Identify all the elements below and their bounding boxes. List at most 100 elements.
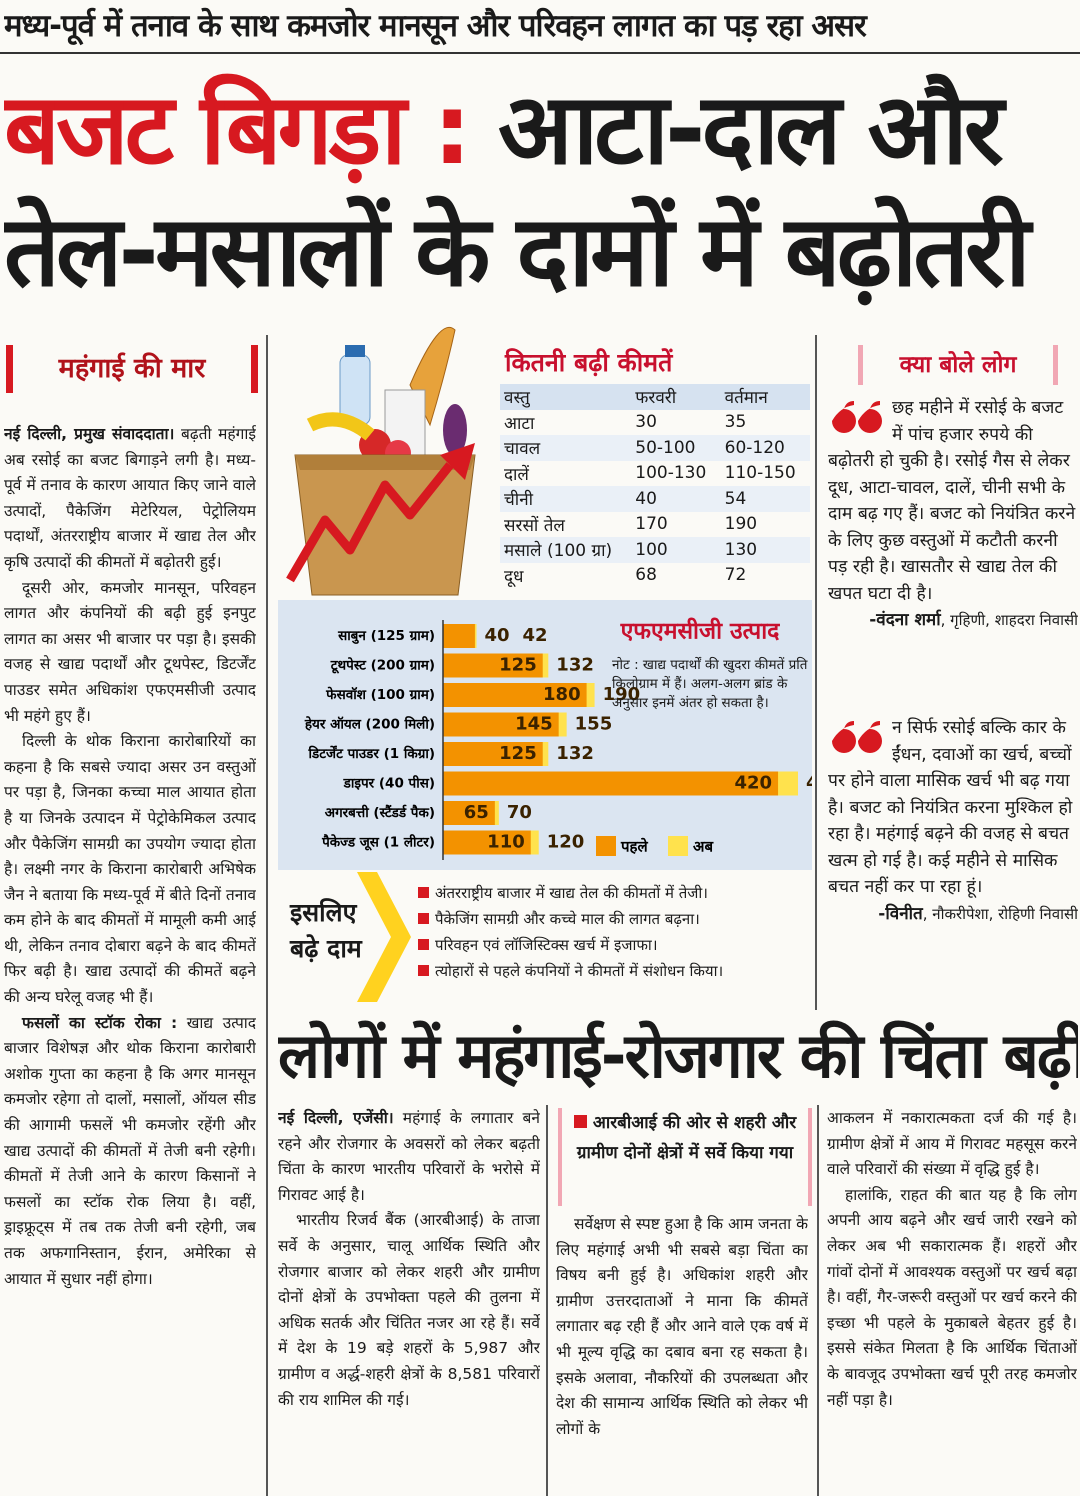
fmcg-chart: एफएमसीजी उत्पाद साबुन (125 ग्राम) 40 42 टूथ… bbox=[304, 617, 812, 860]
category-label: साबुन (125 ग्राम) bbox=[337, 628, 435, 644]
price-table: वस्तु फरवरी वर्तमान आटा 30 35 चावल 50-100 60-12… bbox=[500, 384, 810, 588]
table-cell: 60-120 bbox=[724, 437, 785, 458]
table-title: कितनी बढ़ी कीमतें bbox=[505, 348, 673, 377]
reason-text: त्योहारों से पहले कंपनियों ने कीमतों में… bbox=[435, 962, 724, 980]
reason-text: परिवहन एवं लॉजिस्टिक्स खर्च में इजाफा। bbox=[435, 936, 658, 954]
category-label: फेसवॉश (100 ग्राम) bbox=[325, 686, 435, 703]
reasons-title-line: बढ़े दाम bbox=[290, 934, 362, 963]
column-header: वर्तमान bbox=[720, 384, 810, 410]
reasons-title: इसलिए बढ़े दाम bbox=[290, 895, 362, 967]
table-cell: 30 bbox=[635, 412, 657, 433]
table-cell: 130 bbox=[724, 539, 758, 560]
table-cell: चावल bbox=[504, 439, 541, 460]
quote-detail: , नौकरीपेशा, रोहिणी निवासी bbox=[922, 904, 1078, 923]
rule bbox=[0, 52, 1080, 54]
bar-before bbox=[443, 683, 587, 707]
dateline: नई दिल्ली, प्रमुख संवाददाता। bbox=[4, 425, 175, 443]
quote-mark bbox=[832, 721, 882, 753]
value-label: 40 bbox=[485, 625, 510, 646]
table-cell: 68 bbox=[635, 565, 657, 586]
table-cell: 50-100 bbox=[635, 437, 696, 458]
table-cell: 54 bbox=[724, 488, 747, 509]
value-label: 70 bbox=[507, 802, 532, 823]
category-label: अगरबत्ती (स्टैंडर्ड पैक) bbox=[325, 804, 435, 821]
table-cell: मसाले (100 ग्रा) bbox=[504, 541, 613, 562]
reason-text: अंतरराष्ट्रीय बाजार में खाद्य तेल की कीम… bbox=[435, 884, 708, 902]
reason-text: पैकेजिंग सामग्री और कच्चे माल की लागत बढ… bbox=[435, 910, 700, 928]
table-cell: 100-130 bbox=[635, 463, 707, 484]
paragraph: नई दिल्ली, प्रमुख संवाददाता। बढ़ती महंगा… bbox=[4, 422, 256, 576]
category-label: टूथपेस्ट (200 ग्राम) bbox=[330, 657, 435, 675]
chart-title: एफएमसीजी उत्पाद bbox=[620, 617, 781, 645]
value-label: 125 bbox=[499, 743, 537, 764]
article-column: नई दिल्ली, एजेंसी। महंगाई के लगातार बने … bbox=[278, 1106, 540, 1492]
value-label: 155 bbox=[575, 714, 613, 735]
table-cell: दालें bbox=[504, 464, 529, 485]
table-cell: 40 bbox=[635, 488, 657, 509]
grocery-illustration bbox=[286, 326, 476, 596]
kicker: मध्य-पूर्व में तनाव के साथ कमजोर मानसून … bbox=[4, 8, 867, 44]
value-label: 42 bbox=[523, 625, 548, 646]
category-label: पैकेज्ड जूस (1 लीटर) bbox=[321, 834, 435, 852]
column-header: वस्तु bbox=[500, 384, 632, 410]
table-row: मसाले (100 ग्रा) 100 130 bbox=[500, 537, 810, 563]
value-label: 110 bbox=[487, 832, 525, 853]
column-rule bbox=[815, 335, 817, 1010]
table-cell: 100 bbox=[635, 539, 668, 560]
category-label: हेयर ऑयल (200 मिली) bbox=[304, 716, 435, 733]
reason-item: पैकेजिंग सामग्री और कच्चे माल की लागत बढ… bbox=[418, 906, 813, 932]
paragraph: सर्वेक्षण से स्पष्ट हुआ है कि आम जनता के… bbox=[556, 1215, 808, 1438]
bar-before bbox=[443, 801, 495, 825]
legend-label: पहले bbox=[620, 838, 648, 856]
bar-before bbox=[443, 653, 543, 678]
quote-name: -वंदना शर्मा bbox=[869, 610, 941, 630]
reason-item: परिवहन एवं लॉजिस्टिक्स खर्च में इजाफा। bbox=[418, 932, 813, 958]
value-label: 132 bbox=[556, 743, 594, 764]
section-tag: क्या बोले लोग bbox=[858, 345, 1058, 385]
quote-name: -विनीत bbox=[878, 903, 923, 924]
paragraph: आकलन में नकारात्मकता दर्ज की गई है। ग्रा… bbox=[827, 1109, 1077, 1179]
table-row: चीनी 40 54 bbox=[500, 486, 810, 512]
paragraph: भारतीय रिजर्व बैंक (आरबीआई) के ताजा सर्व… bbox=[278, 1211, 540, 1409]
headline-line1: बजट बिगड़ा : आटा-दाल और bbox=[4, 70, 1076, 190]
paragraph: फसलों का स्टॉक रोका : खाद्य उत्पाद बाजार… bbox=[4, 1011, 256, 1293]
paragraph: हालांकि, राहत की बात यह है कि लोग अपनी आ… bbox=[827, 1185, 1077, 1409]
quote-detail: , गृहिणी, शाहदरा निवासी bbox=[940, 611, 1078, 629]
table-cell: 190 bbox=[724, 514, 758, 535]
bullet bbox=[418, 887, 429, 898]
table-cell: 35 bbox=[724, 412, 747, 433]
legend-label: अब bbox=[693, 838, 714, 856]
table-header: वस्तु फरवरी वर्तमान bbox=[500, 384, 810, 410]
quote: छह महीने में रसोई के बजट में पांच हजार र… bbox=[828, 395, 1078, 634]
table-cell: 72 bbox=[724, 565, 747, 586]
bar-before bbox=[443, 771, 779, 796]
reasons-list: अंतरराष्ट्रीय बाजार में खाद्य तेल की कीम… bbox=[418, 880, 813, 984]
category-label: डाइपर (40 पीस) bbox=[343, 775, 435, 792]
table-row: चावल 50-100 60-120 bbox=[500, 435, 810, 461]
value-label: 420 bbox=[734, 773, 772, 794]
headline-highlight: बजट बिगड़ा : bbox=[4, 73, 472, 187]
legend-swatch bbox=[668, 836, 688, 856]
paragraph: दिल्ली के थोक किराना कारोबारियों का कहना… bbox=[4, 732, 256, 1007]
value-label: 190 bbox=[603, 684, 641, 705]
table-row: आटा 30 35 bbox=[500, 410, 810, 436]
quote-mark bbox=[832, 401, 882, 433]
paragraph-text: बढ़ती महंगाई अब रसोई का बजट बिगाड़ने लगी… bbox=[4, 425, 256, 571]
bar-before bbox=[443, 830, 531, 855]
bullet bbox=[418, 939, 429, 950]
bar-before bbox=[443, 624, 475, 648]
dateline: नई दिल्ली, एजेंसी। bbox=[278, 1109, 394, 1127]
subhead: फसलों का स्टॉक रोका : bbox=[22, 1013, 178, 1032]
table-cell: चीनी bbox=[504, 490, 534, 511]
table-cell: आटा bbox=[504, 413, 535, 434]
article-headline: लोगों में महंगाई-रोजगार की चिंता बढ़ी bbox=[278, 1019, 1078, 1092]
value-label: 145 bbox=[515, 714, 553, 735]
table-row: दूध 68 72 bbox=[500, 563, 810, 589]
value-label: 65 bbox=[464, 802, 489, 823]
column-rule bbox=[817, 1105, 819, 1496]
note: नोट : खाद्य पदार्थों की खुदरा कीमतें प्र… bbox=[612, 657, 808, 711]
table-row: दालें 100-130 110-150 bbox=[500, 461, 810, 487]
box-text: आरबीआई की ओर से शहरी और ग्रामीण दोनों क्… bbox=[576, 1113, 797, 1163]
headline-line2: तेल-मसालों के दामों में बढ़ोतरी bbox=[4, 195, 1031, 309]
